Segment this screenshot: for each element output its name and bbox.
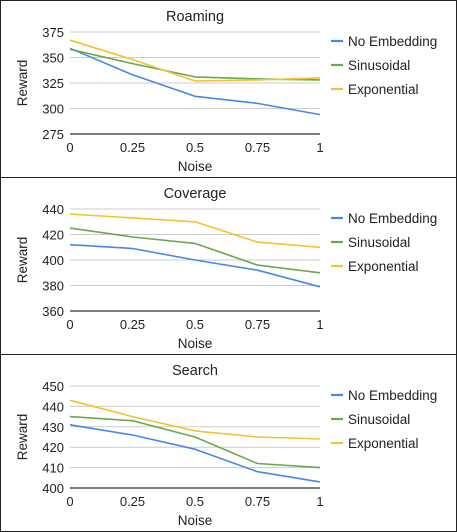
chart-roaming-panel: 275 300 325 350 375 0 0.25 0.5 0.75 1 Roaming Noise… [0, 0, 457, 178]
chart-coverage-y-tick-label: 420 [42, 228, 64, 243]
chart-search-x-tick-label: 0.25 [120, 494, 145, 509]
chart-roaming-x-tick-label: 1 [316, 140, 323, 155]
chart-search-legend-label-sinusoidal: Sinusoidal [348, 412, 410, 427]
chart-search-legend-label-no-embedding: No Embedding [348, 388, 437, 403]
chart-coverage-x-tick-label: 0.5 [186, 317, 204, 332]
chart-coverage-svg: 360 380 400 420 440 0 0.25 0.5 0.75 1 Coverage Nois… [15, 186, 437, 351]
chart-search-svg: 400 410 420 430 440 450 0 0.25 0.5 0.75 1 Search Noi… [15, 363, 437, 528]
chart-coverage-legend-label-sinusoidal: Sinusoidal [348, 235, 410, 250]
chart-coverage-series-line-exponential [69, 213, 321, 249]
chart-search-y-tick-label: 410 [42, 461, 64, 476]
chart-roaming-y-tick-label: 350 [42, 51, 64, 66]
chart-roaming-y-tick-label: 300 [42, 102, 64, 117]
chart-search-series-line-sinusoidal [69, 415, 321, 469]
chart-coverage-x-tick-label: 0 [66, 317, 73, 332]
chart-search-series-line-no-embedding [69, 424, 321, 483]
chart-search-x-axis-label: Noise [178, 513, 213, 528]
chart-coverage-legend-label-no-embedding: No Embedding [348, 211, 437, 226]
chart-roaming-x-tick-label: 0.5 [186, 140, 204, 155]
chart-coverage-x-tick-label: 1 [316, 317, 323, 332]
chart-search-y-tick-label: 430 [42, 420, 64, 435]
chart-coverage-y-tick-label: 360 [42, 304, 64, 319]
chart-coverage-legend-label-exponential: Exponential [348, 259, 419, 274]
chart-search-legend-label-exponential: Exponential [348, 436, 419, 451]
chart-coverage-y-tick-label: 400 [42, 253, 64, 268]
chart-roaming-series-line-no-embedding [69, 47, 321, 116]
chart-coverage-x-tick-label: 0.25 [120, 317, 145, 332]
chart-coverage-series-line-sinusoidal [69, 227, 321, 274]
chart-roaming-legend-label-no-embedding: No Embedding [348, 34, 437, 49]
chart-search-panel: 400 410 420 430 440 450 0 0.25 0.5 0.75 1 Search Noi… [0, 354, 457, 532]
chart-roaming-x-axis-label: Noise [178, 159, 213, 174]
chart-search-x-tick-label: 0.75 [245, 494, 270, 509]
chart-roaming-series-line-exponential [69, 39, 321, 82]
chart-roaming-x-tick-label: 0 [66, 140, 73, 155]
chart-roaming-legend-label-sinusoidal: Sinusoidal [348, 58, 410, 73]
chart-roaming-y-tick-label: 375 [42, 25, 64, 40]
chart-search-y-axis-label: Reward [15, 414, 30, 461]
chart-coverage-y-axis-label: Reward [15, 237, 30, 284]
chart-search-y-tick-label: 420 [42, 440, 64, 455]
chart-coverage-panel: 360 380 400 420 440 0 0.25 0.5 0.75 1 Coverage Nois… [0, 177, 457, 355]
chart-roaming-y-tick-label: 275 [42, 127, 64, 142]
chart-coverage-title: Coverage [164, 186, 227, 202]
chart-search-x-tick-label: 0.5 [186, 494, 204, 509]
chart-search-y-tick-label: 450 [42, 379, 64, 394]
chart-coverage-x-axis-label: Noise [178, 336, 213, 351]
chart-roaming-y-axis-label: Reward [15, 60, 30, 107]
chart-coverage-x-tick-label: 0.75 [245, 317, 270, 332]
chart-roaming-x-tick-label: 0.25 [120, 140, 145, 155]
chart-roaming-y-tick-label: 325 [42, 76, 64, 91]
chart-roaming-x-tick-label: 0.75 [245, 140, 270, 155]
chart-search-x-tick-label: 0 [66, 494, 73, 509]
chart-roaming-title: Roaming [166, 9, 224, 25]
chart-coverage-series-line-no-embedding [69, 243, 321, 288]
chart-search-y-tick-label: 440 [42, 399, 64, 414]
chart-search-title: Search [172, 363, 218, 379]
chart-search-x-tick-label: 1 [316, 494, 323, 509]
chart-roaming-svg: 275 300 325 350 375 0 0.25 0.5 0.75 1 Roaming Noise… [15, 9, 437, 174]
chart-coverage-y-tick-label: 380 [42, 279, 64, 294]
chart-search-y-tick-label: 400 [42, 481, 64, 496]
chart-search-series-line-exponential [69, 399, 321, 440]
chart-roaming-legend-label-exponential: Exponential [348, 82, 419, 97]
chart-coverage-y-tick-label: 440 [42, 202, 64, 217]
